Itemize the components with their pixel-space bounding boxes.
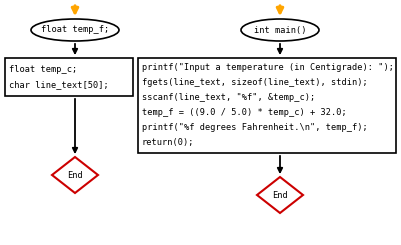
Text: char line_text[50];: char line_text[50]; (9, 80, 109, 89)
Text: temp_f = ((9.0 / 5.0) * temp_c) + 32.0;: temp_f = ((9.0 / 5.0) * temp_c) + 32.0; (142, 108, 346, 117)
Text: float temp_f;: float temp_f; (41, 25, 109, 35)
Text: printf("Input a temperature (in Centigrade): ");: printf("Input a temperature (in Centigra… (142, 62, 393, 72)
Text: fgets(line_text, sizeof(line_text), stdin);: fgets(line_text, sizeof(line_text), stdi… (142, 78, 367, 87)
Text: int main(): int main() (253, 25, 306, 35)
Polygon shape (52, 157, 98, 193)
Text: printf("%f degrees Fahrenheit.\n", temp_f);: printf("%f degrees Fahrenheit.\n", temp_… (142, 123, 367, 132)
FancyBboxPatch shape (138, 58, 395, 153)
Text: End: End (271, 191, 287, 199)
Text: float temp_c;: float temp_c; (9, 65, 77, 74)
FancyBboxPatch shape (5, 58, 133, 96)
Ellipse shape (241, 19, 318, 41)
Polygon shape (256, 177, 302, 213)
Ellipse shape (31, 19, 119, 41)
Text: sscanf(line_text, "%f", &temp_c);: sscanf(line_text, "%f", &temp_c); (142, 93, 314, 102)
Text: End: End (67, 171, 83, 180)
Text: return(0);: return(0); (142, 138, 194, 147)
